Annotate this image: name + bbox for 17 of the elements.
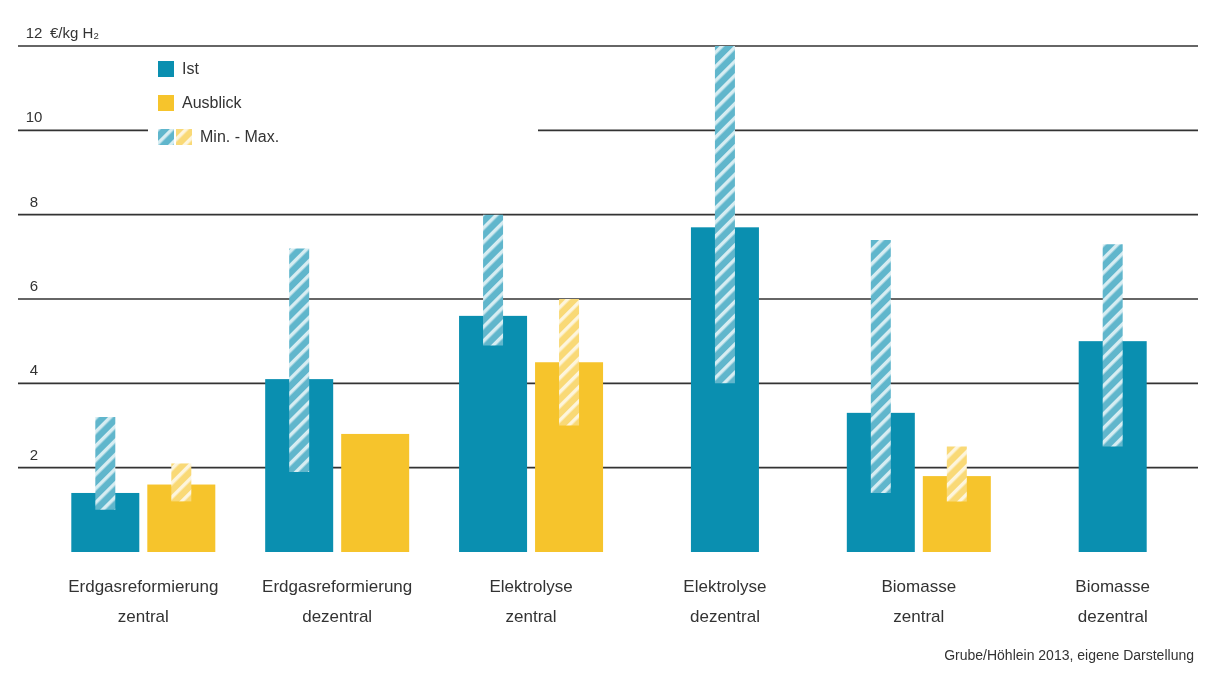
y-tick-label: 8 [29, 192, 39, 210]
y-axis-title: €/kg H₂ [50, 24, 100, 41]
annotation: Min. - Max. [200, 128, 280, 145]
x-tick-label: Biomasse zentral [881, 577, 957, 626]
x-tick-label: Erdgasreformierung zentral [68, 577, 219, 626]
x-tick-label: Elektrolyse zentral [489, 577, 573, 626]
y-tick-label: 4 [29, 361, 39, 379]
x-tick-label: Erdgasreformierung dezentral [262, 577, 413, 626]
y-tick-label: 6 [29, 277, 39, 294]
legend-label: Ist [182, 60, 200, 77]
x-tick-label: Elektrolyse dezentral [683, 577, 767, 626]
y-tick-label: 12 [25, 24, 43, 41]
y-tick-label: 2 [29, 445, 39, 463]
text: Grube/Höhlein 2013, eigene Darstellung [944, 647, 1194, 663]
legend-label: Ausblick [182, 94, 243, 111]
x-tick-label: Biomasse dezentral [1075, 577, 1151, 626]
y-tick-label: 10 [25, 108, 43, 126]
